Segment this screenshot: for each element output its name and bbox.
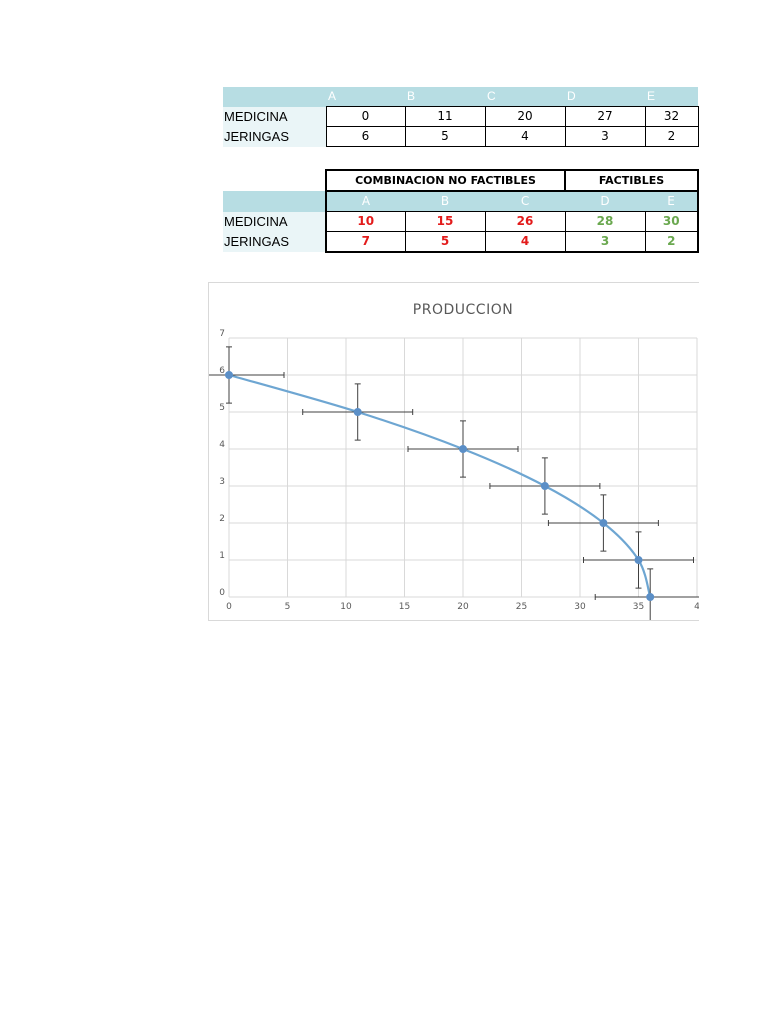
table-cell[interactable]: 7 bbox=[325, 231, 406, 253]
header-cell[interactable]: E bbox=[645, 191, 700, 212]
data-point bbox=[646, 593, 655, 601]
header-cell[interactable]: D bbox=[565, 87, 645, 107]
chart-canvas: PRODUCCION 05101520253035401234567 bbox=[209, 302, 699, 620]
table-row: MEDICINA 0 11 20 27 32 bbox=[223, 106, 699, 127]
y-tick-label: 3 bbox=[219, 477, 225, 487]
header-cell[interactable]: A bbox=[326, 87, 405, 107]
y-tick-label: 7 bbox=[219, 329, 225, 339]
data-point bbox=[634, 556, 643, 564]
data-point bbox=[225, 371, 233, 379]
x-tick-label: 20 bbox=[457, 602, 469, 612]
table-cell[interactable]: 10 bbox=[325, 211, 406, 232]
x-tick-label: 25 bbox=[516, 602, 527, 612]
row-label[interactable]: MEDICINA bbox=[223, 106, 326, 127]
table-cell[interactable]: 20 bbox=[484, 106, 566, 127]
table-cell[interactable]: 28 bbox=[564, 211, 646, 232]
group-no-factibles[interactable]: COMBINACION NO FACTIBLES bbox=[324, 169, 567, 192]
table-cell[interactable]: 4 bbox=[484, 126, 566, 147]
table-row: JERINGAS 6 5 4 3 2 bbox=[223, 126, 699, 147]
data-points bbox=[225, 371, 655, 601]
production-table: A B C D E MEDICINA 0 11 20 27 32 JERINGA… bbox=[223, 87, 699, 147]
data-point bbox=[540, 482, 549, 490]
table-cell[interactable]: 5 bbox=[404, 231, 486, 253]
table-cell[interactable]: 5 bbox=[404, 126, 486, 147]
group-factibles[interactable]: FACTIBLES bbox=[564, 169, 700, 192]
error-bars bbox=[209, 346, 699, 620]
table-cell[interactable]: 11 bbox=[404, 106, 486, 127]
chart-title: PRODUCCION bbox=[413, 302, 513, 318]
table-cell[interactable]: 0 bbox=[325, 106, 406, 127]
header-cell[interactable]: B bbox=[405, 87, 485, 107]
row-label[interactable]: JERINGAS bbox=[223, 231, 326, 252]
y-tick-label: 1 bbox=[219, 551, 225, 561]
y-tick-label: 2 bbox=[219, 514, 225, 524]
table-cell[interactable]: 26 bbox=[484, 211, 566, 232]
y-tick-label: 4 bbox=[219, 440, 225, 450]
table-cell[interactable]: 3 bbox=[564, 126, 646, 147]
row-label[interactable]: MEDICINA bbox=[223, 211, 326, 232]
x-tick-label: 5 bbox=[285, 602, 291, 612]
header-cell[interactable]: C bbox=[485, 87, 565, 107]
production-header-row: A B C D E bbox=[223, 87, 698, 107]
production-chart[interactable]: PRODUCCION 05101520253035401234567 bbox=[208, 282, 699, 621]
table-cell[interactable]: 3 bbox=[564, 231, 646, 253]
table-cell[interactable]: 27 bbox=[564, 106, 646, 127]
table-cell[interactable]: 6 bbox=[325, 126, 406, 147]
row-label[interactable]: JERINGAS bbox=[223, 126, 326, 147]
x-tick-label: 35 bbox=[633, 602, 644, 612]
header-cell[interactable]: A bbox=[325, 191, 405, 212]
data-point bbox=[459, 445, 467, 453]
header-cell[interactable]: E bbox=[645, 87, 698, 107]
table-row: MEDICINA 10 15 26 28 30 bbox=[223, 211, 700, 232]
table-row: JERINGAS 7 5 4 3 2 bbox=[223, 231, 700, 253]
y-tick-label: 6 bbox=[219, 366, 225, 376]
table-cell[interactable]: 2 bbox=[644, 231, 700, 253]
table-cell[interactable]: 32 bbox=[644, 106, 699, 127]
group-header-row: COMBINACION NO FACTIBLES FACTIBLES bbox=[223, 169, 700, 192]
table-cell[interactable]: 15 bbox=[404, 211, 486, 232]
data-point bbox=[353, 408, 362, 416]
x-tick-label: 0 bbox=[226, 602, 232, 612]
x-tick-label: 15 bbox=[399, 602, 410, 612]
y-tick-label: 5 bbox=[219, 403, 225, 413]
y-tick-label: 0 bbox=[219, 588, 225, 598]
chart-axis-ticks: 05101520253035401234567 bbox=[219, 329, 699, 612]
header-cell[interactable]: B bbox=[405, 191, 485, 212]
header-cell[interactable]: D bbox=[565, 191, 646, 212]
table-cell[interactable]: 30 bbox=[644, 211, 700, 232]
data-point bbox=[599, 519, 608, 527]
x-tick-label: 4 bbox=[694, 602, 699, 612]
x-tick-label: 10 bbox=[340, 602, 352, 612]
empty-cell[interactable] bbox=[223, 170, 326, 191]
feasibility-header-row: A B C D E bbox=[223, 191, 700, 212]
table-cell[interactable]: 2 bbox=[644, 126, 699, 147]
header-cell[interactable]: C bbox=[485, 191, 566, 212]
header-cell[interactable] bbox=[223, 191, 326, 212]
header-cell[interactable] bbox=[223, 87, 326, 107]
x-tick-label: 30 bbox=[574, 602, 586, 612]
table-cell[interactable]: 4 bbox=[484, 231, 566, 253]
feasibility-table: COMBINACION NO FACTIBLES FACTIBLES A B C… bbox=[223, 169, 700, 253]
